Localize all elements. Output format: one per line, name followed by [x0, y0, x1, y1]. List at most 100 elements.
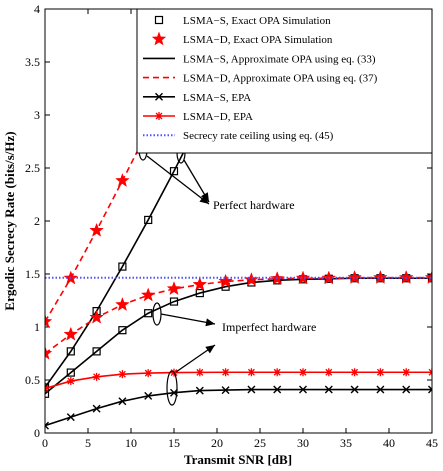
y-tick-label: 0.5: [25, 373, 40, 387]
x-marker: [247, 385, 256, 394]
legend-label: LSMA−S, Exact OPA Simulation: [183, 15, 331, 27]
star-marker: [373, 269, 388, 284]
y-tick-label: 4: [34, 2, 40, 16]
star-marker: [140, 287, 156, 302]
plot-frame: [44, 8, 433, 434]
x-tick-label: 25: [254, 436, 266, 450]
star-marker: [89, 222, 104, 237]
legend: LSMA−S, Exact OPA Simulation LSMA−D, Exac…: [136, 8, 433, 154]
legend-label: LSMA−D, Exact OPA Simulation: [183, 34, 333, 46]
x-tick-label: 40: [383, 436, 395, 450]
square-marker: [92, 347, 101, 356]
square-marker: [144, 215, 153, 225]
x-marker: [324, 385, 333, 394]
asterisk-marker: [66, 377, 75, 386]
square-marker: [144, 309, 153, 318]
star-marker: [45, 345, 53, 360]
legend-entry: Secrecy rate ceiling using eq. (45): [143, 130, 334, 142]
x-marker: [92, 404, 101, 413]
legend-entry: LSMA−D, EPA: [143, 111, 253, 123]
asterisk-marker: [155, 112, 163, 120]
series-line: [45, 276, 432, 355]
y-tick-label: 2.5: [25, 161, 40, 175]
legend-entry: LSMA−S, EPA: [143, 92, 251, 104]
series-line: [45, 388, 432, 427]
square-marker: [118, 326, 127, 335]
y-tick-label: 3.5: [25, 55, 40, 69]
star-marker: [89, 309, 104, 324]
annotation-arrow-line: [146, 155, 210, 205]
asterisk-marker: [350, 368, 359, 377]
star-marker: [115, 172, 130, 187]
x-marker: [45, 421, 49, 430]
asterisk-marker: [247, 368, 256, 377]
square-marker: [195, 288, 204, 298]
axis-layer: 0 5 10 15 20 25 30 35 40 45 0 0.5 1 1.5 2 2.5 3 3.5 4: [25, 2, 438, 450]
annotation-arrow-head: [200, 192, 209, 202]
square-marker: [45, 389, 50, 398]
series-line: [45, 371, 432, 390]
legend-entry: LSMA−S, Approximate OPA using eq. (33): [143, 53, 376, 65]
series: [45, 385, 432, 430]
series-layer: [45, 119, 432, 430]
x-marker: [155, 92, 163, 101]
asterisk-marker: [299, 368, 307, 377]
square-marker: [66, 347, 75, 356]
annotation-arrow-head: [199, 195, 209, 204]
x-marker: [428, 385, 432, 394]
annotation-layer: Perfect hardware Imperfect hardware: [138, 139, 316, 406]
square-marker: [169, 297, 179, 306]
epa-ellipse: [166, 370, 178, 406]
annotation-imperfect-hardware: Imperfect hardware: [222, 320, 316, 334]
annotation-arrow-head: [205, 318, 215, 327]
annotation-arrow-head: [205, 345, 215, 354]
star-marker: [166, 281, 182, 296]
x-marker: [350, 385, 359, 394]
series-line: [45, 119, 201, 388]
asterisk-marker: [92, 372, 101, 381]
x-marker: [402, 385, 411, 394]
asterisk-marker: [221, 368, 230, 377]
legend-label: LSMA−D, Approximate OPA using eq. (37): [183, 73, 378, 85]
y-tick-label: 0: [34, 426, 40, 440]
series: [45, 276, 432, 355]
series: [45, 119, 201, 388]
x-marker: [66, 413, 75, 422]
legend-entry: LSMA−S, Exact OPA Simulation: [154, 15, 331, 27]
x-tick-label: 35: [340, 436, 352, 450]
x-axis-title: Transmit SNR [dB]: [184, 452, 292, 467]
asterisk-marker: [324, 368, 333, 377]
asterisk-marker: [273, 368, 282, 377]
asterisk-marker: [402, 368, 411, 377]
annotation-arrow-line: [160, 313, 216, 325]
square-marker: [169, 167, 179, 176]
square-marker: [66, 368, 75, 377]
x-tick-label: 10: [125, 436, 137, 450]
x-marker: [273, 385, 282, 394]
x-tick-label: 5: [85, 436, 91, 450]
legend-label: LSMA−S, Approximate OPA using eq. (33): [183, 53, 376, 65]
legend-label: Secrecy rate ceiling using eq. (45): [183, 130, 334, 142]
y-tick-label: 1: [34, 320, 40, 334]
x-marker: [118, 397, 127, 406]
star-marker: [424, 269, 432, 284]
y-axis-title: Ergodic Secrecy Rate (bits/s/Hz): [2, 131, 17, 310]
star-marker: [115, 297, 130, 311]
y-tick-label: 1.5: [25, 267, 40, 281]
legend-entry: LSMA−D, Approximate OPA using eq. (37): [143, 73, 378, 85]
legend-box: [136, 8, 433, 154]
x-tick-label: 30: [297, 436, 309, 450]
x-tick-label: 20: [211, 436, 223, 450]
square-marker: [118, 262, 127, 271]
star-marker: [347, 269, 362, 284]
y-tick-label: 3: [34, 108, 40, 122]
legend-label: LSMA−S, EPA: [183, 92, 251, 104]
legend-entry: LSMA−D, Exact OPA Simulation: [151, 31, 333, 46]
star-marker: [218, 273, 233, 288]
annotation-perfect-hardware: Perfect hardware: [213, 198, 295, 212]
legend-label: LSMA−D, EPA: [183, 111, 253, 123]
asterisk-marker: [376, 368, 385, 377]
imperfect-hardware-ellipse: [152, 302, 162, 326]
star-marker: [63, 326, 79, 341]
